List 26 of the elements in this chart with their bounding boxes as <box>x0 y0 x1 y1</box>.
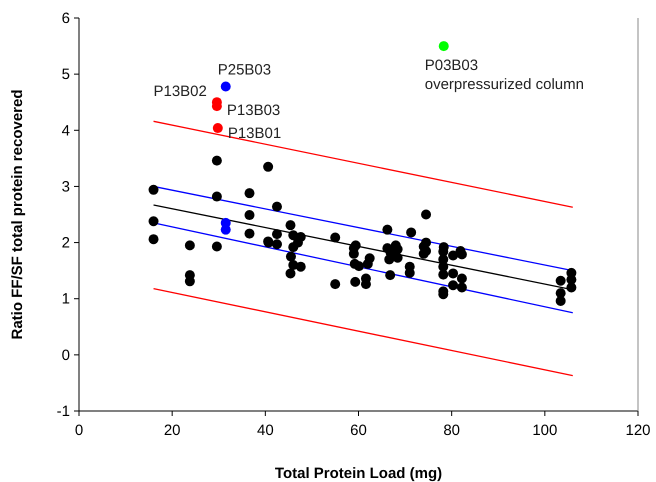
y-tick-label: -1 <box>56 403 70 420</box>
y-tick-label: 4 <box>62 122 70 140</box>
point <box>212 123 223 134</box>
y-tick-label: 5 <box>62 66 70 84</box>
x-tick-label: 120 <box>625 422 651 439</box>
annotation: P25B03 <box>218 61 272 78</box>
annotation: P13B02 <box>153 83 207 100</box>
point <box>220 224 231 235</box>
y-tick-label: 0 <box>62 346 70 364</box>
x-axis-title: Total Protein Load (mg) <box>274 465 442 482</box>
annotation: P13B01 <box>228 125 282 142</box>
point <box>220 81 231 92</box>
y-tick-label: 1 <box>62 290 70 308</box>
x-tick-label: 40 <box>256 422 274 439</box>
y-axis-title: Ratio FF/SF total protein recovered <box>9 89 26 340</box>
y-tick-label: 2 <box>62 234 70 252</box>
x-tick-label: 80 <box>443 422 460 439</box>
y-tick-label: 3 <box>62 178 70 196</box>
x-tick-label: 0 <box>74 422 84 439</box>
x-tick-label: 20 <box>164 422 181 439</box>
x-tick-label: 60 <box>350 422 367 439</box>
point <box>438 41 449 52</box>
annotation: P13B03 <box>226 102 280 120</box>
y-tick-label: 6 <box>62 10 70 27</box>
x-tick-label: 100 <box>532 422 558 439</box>
annotation: P03B03 overpressurized column <box>424 57 584 94</box>
